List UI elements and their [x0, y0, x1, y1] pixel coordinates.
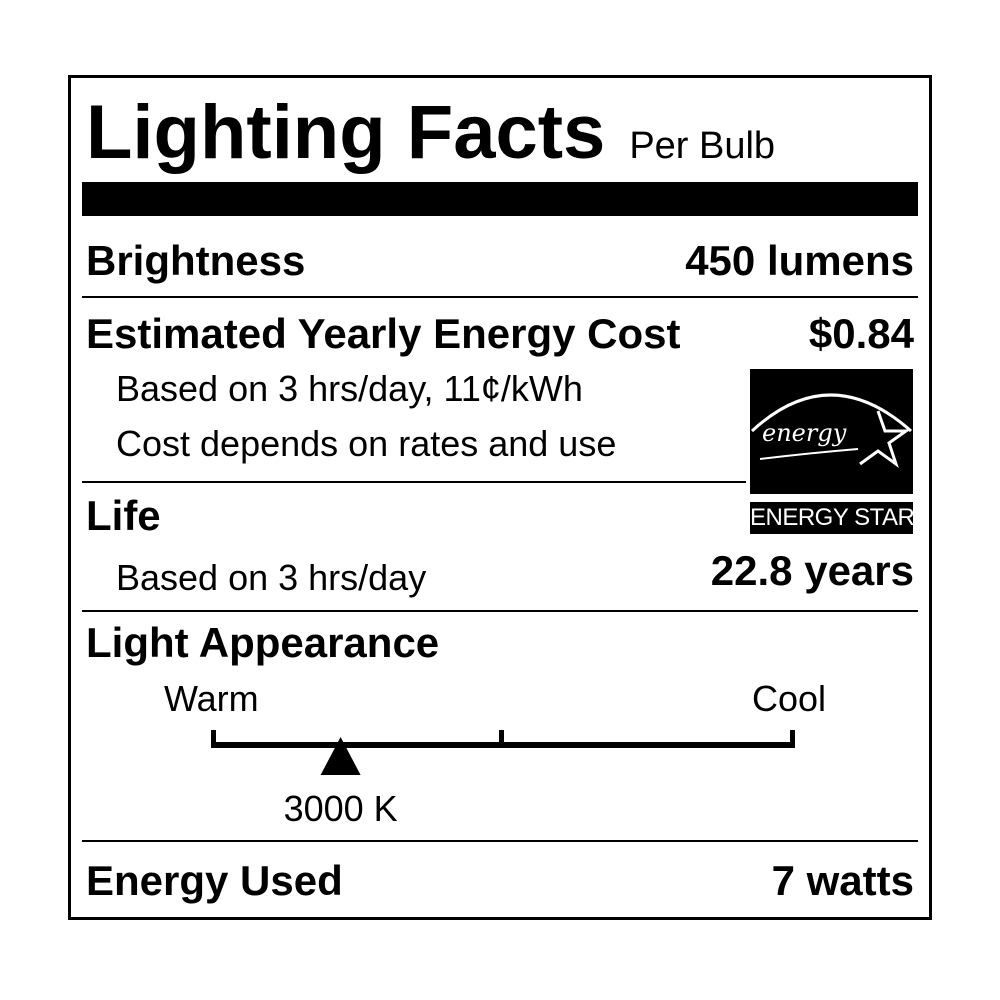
energy-star-caption: ENERGY STAR — [750, 502, 913, 534]
divider — [82, 296, 918, 298]
brightness-label: Brightness — [86, 237, 306, 284]
temperature-value: 3000 K — [283, 788, 398, 829]
life-label: Life — [86, 492, 161, 539]
label-subtitle: Per Bulb — [629, 125, 776, 167]
energy-script-text: energy — [762, 419, 847, 447]
life-value: 22.8 years — [710, 547, 914, 594]
cool-label: Cool — [751, 678, 826, 719]
energy-used-label: Energy Used — [86, 857, 343, 904]
temperature-marker — [320, 737, 361, 775]
divider — [82, 481, 746, 483]
appearance-label: Light Appearance — [86, 619, 440, 666]
label-header: Lighting Facts Per Bulb — [86, 95, 916, 171]
label-frame — [68, 75, 932, 920]
brightness-value: 450 lumens — [685, 237, 914, 284]
scale-tick — [499, 730, 504, 745]
energy-used-row: Energy Used 7 watts — [86, 860, 914, 902]
life-note: Based on 3 hrs/day — [116, 557, 427, 598]
warm-label: Warm — [164, 678, 259, 719]
divider — [82, 610, 918, 612]
life-row: Based on 3 hrs/day 22.8 years — [116, 547, 914, 596]
energy-star-icon: energy — [750, 393, 912, 468]
cost-label: Estimated Yearly Energy Cost — [86, 310, 681, 357]
cost-value: $0.84 — [808, 310, 914, 357]
divider — [82, 840, 918, 842]
cost-row: Estimated Yearly Energy Cost $0.84 — [86, 313, 914, 355]
title-bar — [82, 182, 918, 216]
cost-note-1: Based on 3 hrs/day, 11¢/kWh — [116, 368, 583, 409]
label-title: Lighting Facts — [86, 90, 606, 175]
energy-star-logo: energy — [750, 369, 913, 494]
energy-used-value: 7 watts — [771, 857, 914, 904]
scale-tick — [211, 730, 216, 748]
brightness-row: Brightness 450 lumens — [86, 240, 914, 282]
scale-tick — [790, 730, 795, 748]
cost-note-2: Cost depends on rates and use — [116, 423, 617, 464]
